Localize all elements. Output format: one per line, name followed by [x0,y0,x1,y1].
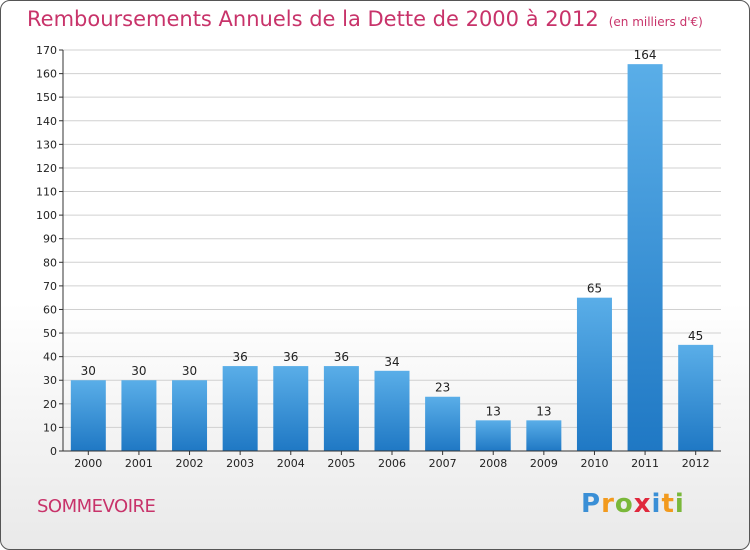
y-tick-label: 60 [43,303,57,316]
chart-title: Remboursements Annuels de la Dette de 20… [27,7,703,31]
logo-letter: t [661,489,675,519]
x-tick-label: 2008 [479,457,507,470]
bar [374,370,410,451]
bars [70,64,714,451]
data-label: 13 [536,404,551,418]
y-tick-label: 130 [36,138,57,151]
x-tick-label: 2004 [277,457,305,470]
y-tick-label: 0 [50,445,57,458]
data-label: 30 [182,364,197,378]
data-label: 30 [81,364,96,378]
unit-note: (en milliers d'€) [608,15,703,29]
y-tick-label: 80 [43,256,57,269]
y-tick-label: 150 [36,91,57,104]
x-tick-label: 2012 [682,457,710,470]
y-tick-label: 30 [43,374,57,387]
bar [475,420,511,451]
logo-letter: P [581,489,602,519]
y-tick-label: 100 [36,209,57,222]
y-tick-label: 70 [43,280,57,293]
y-tick-label: 160 [36,68,57,81]
y-tick-label: 40 [43,351,57,364]
data-label: 164 [634,48,657,62]
bar [425,396,461,451]
x-tick-label: 2010 [580,457,608,470]
x-tick-label: 2003 [226,457,254,470]
data-label: 65 [587,282,602,296]
logo-letter: r [601,489,615,519]
x-tick-label: 2005 [327,457,355,470]
x-tick-label: 2002 [176,457,204,470]
data-label: 13 [486,404,501,418]
y-tick-label: 10 [43,421,57,434]
data-label: 36 [334,350,349,364]
bar [576,297,612,451]
x-tick-label: 2011 [631,457,659,470]
axes [59,49,721,455]
data-label: 30 [131,364,146,378]
y-tick-label: 90 [43,233,57,246]
x-tick-label: 2007 [429,457,457,470]
data-label: 23 [435,381,450,395]
bar [222,366,258,451]
location-name: SOMMEVOIRE [37,496,156,517]
bar [121,380,157,451]
logo-letter: i [674,489,685,519]
bar [273,366,309,451]
bar [70,380,106,451]
proxiti-logo: Proxiti [581,489,685,519]
logo-letter: i [651,489,662,519]
data-label: 36 [233,350,248,364]
x-tick-label: 2006 [378,457,406,470]
data-label: 34 [384,355,399,369]
y-tick-label: 50 [43,327,57,340]
y-tick-label: 170 [36,44,57,57]
bar [526,420,562,451]
data-label: 45 [688,329,703,343]
labels: 0 10 20 30 40 50 60 70 80 90 100 110 120 130 140 150 160… [36,44,710,470]
logo-letter: o [614,489,634,519]
data-label: 36 [283,350,298,364]
logo-letter: x [633,489,652,519]
chart-title-text: Remboursements Annuels de la Dette de 20… [27,7,599,31]
x-tick-label: 2001 [125,457,153,470]
y-tick-label: 120 [36,162,57,175]
y-tick-label: 20 [43,398,57,411]
bar [678,344,714,451]
y-tick-label: 110 [36,186,57,199]
y-tick-label: 140 [36,115,57,128]
x-tick-label: 2009 [530,457,558,470]
bar [627,64,663,451]
bar [172,380,208,451]
bar [323,366,359,451]
x-tick-label: 2000 [74,457,102,470]
